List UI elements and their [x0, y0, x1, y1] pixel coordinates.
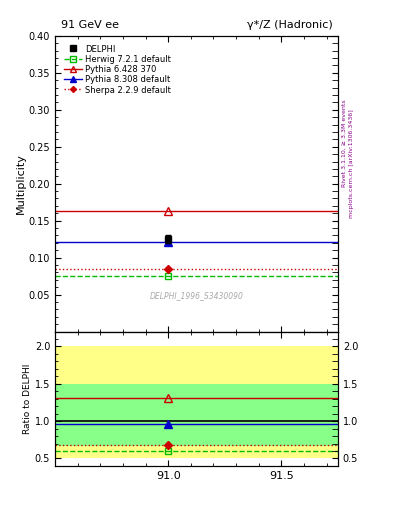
Text: γ*/Z (Hadronic): γ*/Z (Hadronic) [246, 20, 332, 30]
Text: Rivet 3.1.10, ≥ 3.3M events: Rivet 3.1.10, ≥ 3.3M events [342, 99, 346, 187]
Text: 91 GeV ee: 91 GeV ee [61, 20, 119, 30]
Y-axis label: Ratio to DELPHI: Ratio to DELPHI [23, 364, 32, 434]
Y-axis label: Multiplicity: Multiplicity [16, 153, 26, 214]
Legend: DELPHI, Herwig 7.2.1 default, Pythia 6.428 370, Pythia 8.308 default, Sherpa 2.2: DELPHI, Herwig 7.2.1 default, Pythia 6.4… [62, 43, 173, 96]
Text: DELPHI_1996_S3430090: DELPHI_1996_S3430090 [150, 291, 243, 301]
Bar [55, 347, 338, 458]
Bar [55, 384, 338, 446]
Text: mcplots.cern.ch [arXiv:1306.3436]: mcplots.cern.ch [arXiv:1306.3436] [349, 110, 354, 218]
